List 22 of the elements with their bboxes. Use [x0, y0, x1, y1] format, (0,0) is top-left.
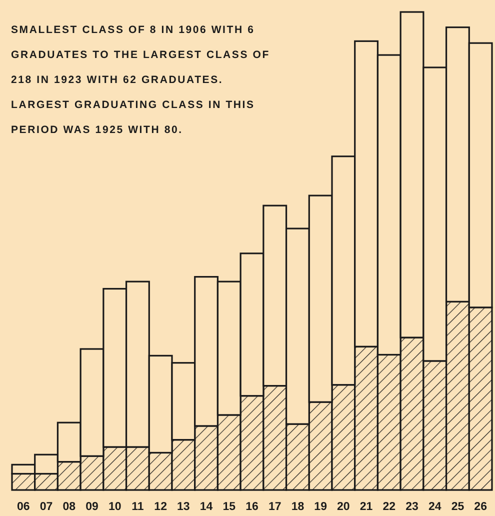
text: SMALLEST CLASS OF 8 IN 1906 WITH 6 GRADUATES TO THE LARGEST CLASS OF 218 IN 1923 WITH 62 GRADUATES. LARGEST GRADUATING CLASS IN THIS PERIOD WAS 1925 WITH 80.	[11, 24, 270, 136]
x-tick-label: 08	[62, 501, 76, 513]
x-tick-label: 15	[222, 501, 236, 513]
x-tick-label: 18	[291, 501, 305, 513]
x-tick-label: 19	[314, 501, 327, 513]
x-tick-label: 13	[177, 501, 190, 513]
x-tick-label: 06	[17, 501, 30, 513]
x-tick-label: 10	[108, 501, 122, 513]
x-tick-label: 20	[337, 501, 350, 513]
x-tick-label: 17	[268, 501, 282, 513]
x-tick-label: 12	[154, 501, 167, 513]
x-tick-label: 07	[40, 501, 53, 513]
x-tick-label: 23	[406, 501, 418, 513]
x-tick-label: 25	[451, 501, 465, 513]
x-tick-label: 09	[86, 501, 98, 513]
x-tick-label: 22	[382, 501, 396, 513]
x-tick-label: 26	[474, 501, 487, 513]
x-tick-label: 24	[428, 501, 442, 513]
x-tick-label: 21	[360, 501, 374, 513]
x-tick-label: 16	[246, 501, 258, 513]
x-tick-label: 11	[132, 501, 144, 513]
x-tick-label: 14	[200, 501, 214, 513]
